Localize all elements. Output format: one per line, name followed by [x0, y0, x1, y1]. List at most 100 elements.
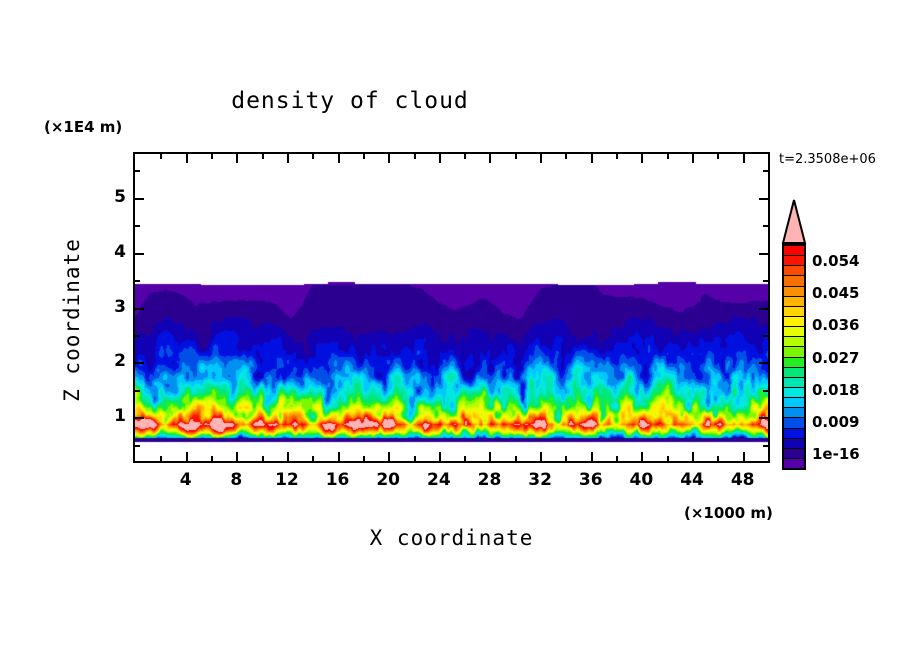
x-tick-36 [590, 452, 593, 461]
colorbar-band-19 [784, 438, 804, 449]
y-tick-3 [135, 307, 144, 310]
colorbar-tick-label-1: 0.045 [812, 284, 860, 303]
y-tick-right-1 [759, 417, 768, 420]
y-tick-right-2 [759, 362, 768, 365]
colorbar-band-0 [784, 246, 804, 257]
y-tick-5.5 [135, 170, 140, 173]
x-tick-top-38 [616, 154, 619, 159]
colorbar-tick-label-3: 0.027 [812, 348, 860, 367]
y-tick-right-2.5 [763, 334, 768, 337]
x-tick-top-30 [514, 154, 517, 159]
y-axis-title: Z coordinate [60, 238, 84, 402]
x-tick-26 [464, 456, 467, 461]
y-tick-right-4 [759, 252, 768, 255]
x-tick-label-24: 24 [426, 470, 451, 490]
x-tick-18 [362, 456, 365, 461]
x-tick-34 [565, 456, 568, 461]
colorbar-band-14 [784, 387, 804, 399]
x-tick-top-20 [388, 154, 391, 163]
colorbar-band-1 [784, 256, 804, 267]
x-tick-top-34 [565, 154, 568, 159]
x-tick-label-20: 20 [376, 470, 401, 490]
x-tick-label-16: 16 [325, 470, 350, 490]
y-tick-right-3 [759, 307, 768, 310]
y-tick-2 [135, 362, 144, 365]
x-tick-label-8: 8 [230, 470, 243, 490]
x-tick-label-28: 28 [477, 470, 502, 490]
x-tick-top-10 [261, 154, 264, 159]
y-tick-4.5 [135, 225, 140, 228]
plot-area[interactable] [133, 152, 770, 463]
x-tick-48 [742, 452, 745, 461]
colorbar-band-13 [784, 377, 804, 388]
y-tick-label-1: 1 [114, 406, 126, 427]
x-tick-top-26 [464, 154, 467, 159]
x-tick-10 [261, 456, 264, 461]
x-tick-label-36: 36 [578, 470, 603, 490]
x-tick-38 [616, 456, 619, 461]
x-tick-top-16 [337, 154, 340, 163]
colorbar-bands [782, 244, 806, 470]
x-tick-28 [489, 452, 492, 461]
colorbar-band-17 [784, 418, 804, 429]
x-tick-top-46 [717, 154, 720, 159]
x-tick-label-32: 32 [528, 470, 552, 490]
colorbar-tick-label-2: 0.036 [812, 316, 860, 335]
x-axis-title: X coordinate [369, 526, 534, 550]
colorbar-tick-label-5: 0.009 [812, 413, 860, 432]
colorbar-tick-label-6: 1e-16 [812, 445, 860, 464]
x-tick-42 [666, 456, 669, 461]
x-tick-top-6 [210, 154, 213, 159]
colorbar[interactable] [779, 198, 809, 470]
x-tick-top-2 [160, 154, 163, 159]
colorbar-band-10 [784, 347, 804, 358]
y-tick-label-5: 5 [114, 186, 126, 207]
x-tick-top-18 [362, 154, 365, 159]
y-tick-right-1.5 [763, 389, 768, 392]
x-tick-22 [413, 456, 416, 461]
time-annotation: t=2.3508e+06 [779, 152, 876, 167]
x-tick-4 [185, 452, 188, 461]
x-tick-top-40 [641, 154, 644, 163]
y-tick-1.5 [135, 389, 140, 392]
x-tick-top-14 [312, 154, 315, 159]
colorbar-band-15 [784, 398, 804, 409]
y-tick-2.5 [135, 334, 140, 337]
x-tick-top-22 [413, 154, 416, 159]
colorbar-band-8 [784, 327, 804, 338]
x-tick-8 [236, 452, 239, 461]
x-tick-top-32 [540, 154, 543, 163]
y-tick-right-5.5 [763, 170, 768, 173]
y-tick-right-3.5 [763, 280, 768, 283]
x-tick-label-12: 12 [275, 470, 299, 490]
x-tick-6 [210, 456, 213, 461]
colorbar-band-16 [784, 408, 804, 419]
contour-field [135, 154, 768, 461]
x-tick-14 [312, 456, 315, 461]
colorbar-band-12 [784, 367, 804, 378]
y-tick-0.5 [135, 444, 140, 447]
x-tick-top-24 [438, 154, 441, 163]
x-tick-label-44: 44 [680, 470, 704, 490]
y-tick-label-2: 2 [114, 351, 126, 372]
x-tick-24 [438, 452, 441, 461]
colorbar-tick-label-0: 0.054 [812, 251, 860, 270]
y-tick-right-4.5 [763, 225, 768, 228]
x-tick-top-12 [286, 154, 289, 163]
x-tick-top-36 [590, 154, 593, 163]
x-tick-top-44 [692, 154, 695, 163]
colorbar-band-7 [784, 316, 804, 328]
x-tick-46 [717, 456, 720, 461]
y-tick-right-5 [759, 197, 768, 200]
y-tick-5 [135, 197, 144, 200]
x-tick-label-40: 40 [629, 470, 654, 490]
colorbar-band-2 [784, 266, 804, 277]
y-tick-3.5 [135, 280, 140, 283]
x-tick-40 [641, 452, 644, 461]
x-tick-top-48 [742, 154, 745, 163]
x-unit-label: (×1000 m) [684, 504, 773, 522]
colorbar-band-5 [784, 296, 804, 307]
colorbar-tick-label-4: 0.018 [812, 380, 860, 399]
page-title: density of cloud [231, 88, 469, 114]
